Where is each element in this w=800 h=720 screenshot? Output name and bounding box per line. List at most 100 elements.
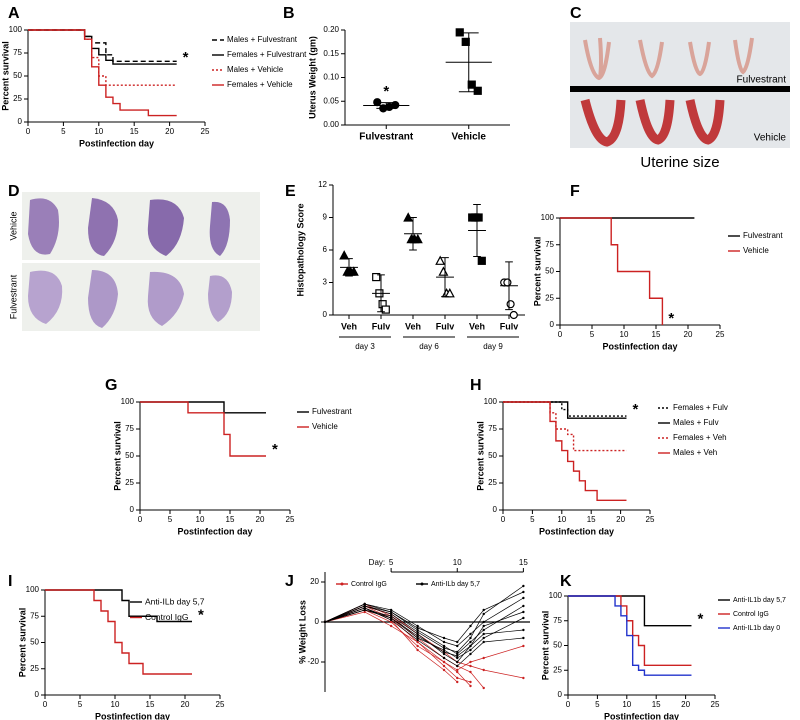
point xyxy=(482,612,485,616)
x-tick-label: Veh xyxy=(405,321,421,331)
panel-letter: H xyxy=(470,377,482,394)
legend-label: Males + Vehicle xyxy=(227,65,284,74)
point xyxy=(389,612,393,616)
point xyxy=(482,624,485,628)
point xyxy=(416,626,419,630)
point xyxy=(482,608,485,612)
specimen xyxy=(580,98,626,147)
x-tick-label: 5 xyxy=(590,330,595,339)
point xyxy=(416,632,419,636)
subject-line xyxy=(324,585,524,653)
panel-letter: F xyxy=(570,183,580,200)
point xyxy=(416,640,419,644)
legend-label: Females + Vehicle xyxy=(227,80,293,89)
x-tick-label: Fulv xyxy=(436,321,455,331)
x-tick-label: 5 xyxy=(389,558,394,567)
panel-letter: D xyxy=(8,183,20,200)
error-bar xyxy=(409,217,417,251)
y-tick-label: 0 xyxy=(323,310,328,319)
x-tick-label: 25 xyxy=(711,700,720,709)
y-tick-label: 50 xyxy=(125,451,134,460)
group-label: day 9 xyxy=(483,342,503,351)
x-tick-label: 20 xyxy=(165,127,174,136)
y-tick-label: 75 xyxy=(125,424,134,433)
point xyxy=(456,680,459,684)
point xyxy=(482,668,485,672)
chart-panel: K 0 25 50 75 100 Percent survival 0 5 10 15 20 25 Pos… xyxy=(540,573,786,720)
point xyxy=(482,628,485,632)
survival-curve xyxy=(28,29,177,117)
point xyxy=(482,620,485,624)
x-tick-label: 15 xyxy=(587,515,596,524)
panel-letter: A xyxy=(8,5,20,22)
subject-line xyxy=(324,591,524,643)
x-axis-label: Postinfection day xyxy=(95,711,170,720)
point xyxy=(442,648,446,652)
chart-panel: J -20 0 20 % Weight Loss 5 10 15 Day: Control IgG… xyxy=(285,558,530,692)
point xyxy=(469,680,472,684)
point xyxy=(482,656,485,660)
point xyxy=(469,632,472,636)
annotation: * xyxy=(183,49,189,66)
point xyxy=(456,660,459,664)
x-tick-label: 15 xyxy=(130,127,139,136)
x-tick-label: Vehicle xyxy=(452,132,487,143)
subject-line xyxy=(324,605,471,683)
tissue xyxy=(147,271,184,326)
point xyxy=(456,654,459,658)
panel-letter: J xyxy=(285,573,294,590)
x-tick-label: 5 xyxy=(78,700,83,709)
y-tick-label: 75 xyxy=(13,48,22,57)
y-tick-label: 3 xyxy=(323,278,328,287)
error-bar xyxy=(345,258,353,277)
y-axis-label: Percent survival xyxy=(540,611,550,681)
point xyxy=(416,628,419,632)
y-tick-label: 75 xyxy=(30,611,39,620)
point xyxy=(381,305,390,314)
point xyxy=(469,684,472,688)
y-tick-label: 50 xyxy=(13,71,22,80)
point xyxy=(389,618,393,622)
survival-curve xyxy=(568,595,692,676)
annotation: * xyxy=(668,310,674,327)
point xyxy=(442,668,446,672)
y-tick-label: 25 xyxy=(30,664,39,673)
point xyxy=(442,656,446,660)
survival-curve xyxy=(28,29,177,86)
survival-curve xyxy=(28,29,177,65)
point xyxy=(372,272,381,282)
error-bar xyxy=(473,204,481,257)
point xyxy=(363,606,366,610)
point xyxy=(469,670,472,674)
annotation: * xyxy=(697,611,703,628)
tissue xyxy=(208,275,232,322)
photo-background xyxy=(570,22,790,148)
point xyxy=(389,610,393,614)
point xyxy=(522,604,525,608)
x-tick-label: Fulvestrant xyxy=(359,132,414,143)
x-tick-label: 0 xyxy=(566,700,571,709)
point xyxy=(456,644,459,648)
error-bar xyxy=(377,274,385,313)
x-tick-label: 5 xyxy=(168,515,173,524)
annotation: * xyxy=(383,83,389,100)
point xyxy=(469,664,472,668)
point xyxy=(477,256,486,265)
photo-label: Fulvestrant xyxy=(737,75,787,86)
error-bar xyxy=(505,261,513,311)
y-tick-label: 0 xyxy=(18,117,23,126)
tissue xyxy=(88,270,118,328)
point xyxy=(522,610,525,614)
x-axis-label: Postinfection day xyxy=(79,138,154,148)
annotation: * xyxy=(272,441,278,458)
point xyxy=(522,644,525,648)
legend-label: Anti-ILb day 5,7 xyxy=(431,581,480,588)
x-tick-label: 20 xyxy=(681,700,690,709)
legend-label: Control IgG xyxy=(351,581,387,588)
chart-panel: F 0 25 50 75 100 Percent survival 0 5 10 15 20 25 Pos… xyxy=(532,183,783,351)
survival-curve xyxy=(560,217,664,325)
y-tick-label: 50 xyxy=(553,641,562,650)
y-axis-label: Percent survival xyxy=(0,41,10,111)
point xyxy=(438,266,449,276)
legend-dot xyxy=(420,582,424,586)
